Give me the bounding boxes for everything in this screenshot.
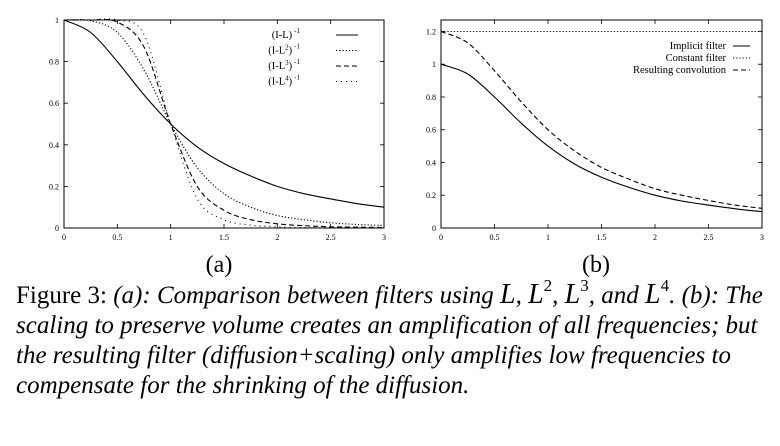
caption-math-L3: L	[564, 279, 581, 310]
x-tick-label: 0.5	[112, 233, 122, 242]
y-tick-label: 0.8	[49, 58, 59, 67]
caption-sup-3: 3	[580, 275, 589, 295]
y-tick-label: 0.4	[426, 158, 436, 167]
caption-sup-4: 4	[660, 275, 670, 295]
y-tick-label: 0.6	[49, 99, 59, 108]
x-tick-label: 3	[760, 233, 764, 242]
x-tick-label: 0	[439, 233, 443, 242]
x-tick-label: 1	[169, 233, 173, 242]
y-tick-label: 0	[55, 224, 59, 233]
x-tick-label: 2.5	[326, 233, 336, 242]
caption-end-a: .	[669, 282, 676, 309]
figure-caption: Figure 3: (a): Comparison between filter…	[16, 277, 766, 401]
y-tick-label: 1	[55, 16, 59, 25]
plot-frame	[63, 19, 385, 229]
chart-panel-a: 0 0.5 1 1.5 2 2.5 3 0 0.2 0.4 0.6 0.8 1 (I-L) -1 (I-L2)…	[49, 16, 386, 278]
caption-math-L2: L	[528, 279, 544, 310]
panel-label-b: (b)	[582, 252, 610, 278]
chart-panel-b: 0 0.5 1 1.5 2 2.5 3 0 0.2 0.4 0.6 0.8 1 1.2 Implicit f…	[426, 19, 764, 278]
figure-plots: 0 0.5 1 1.5 2 2.5 3 0 0.2 0.4 0.6 0.8 1 (I-L) -1 (I-L2)…	[49, 16, 764, 278]
caption-a-text: Comparison between filters using	[156, 282, 494, 309]
caption-sep1: ,	[515, 282, 522, 309]
x-tick-label: 1.5	[219, 233, 229, 242]
caption-math-L: L	[500, 279, 516, 310]
caption-sup-2: 2	[543, 275, 553, 295]
caption-sep2: ,	[552, 282, 559, 309]
caption-and: , and	[588, 282, 639, 309]
x-tick-label: 2	[275, 233, 279, 242]
y-tick-label: 0.6	[426, 126, 436, 135]
series-line-1	[440, 63, 763, 213]
x-tick-label: 2.5	[704, 233, 714, 242]
y-tick-label: 0.8	[426, 93, 436, 102]
legend-label: (I-L3) -1	[268, 58, 300, 72]
caption-b-text: (b): The scaling to preserve volume crea…	[16, 282, 763, 399]
y-tick-label: 0.2	[49, 182, 59, 191]
legend-label: (I-L) -1	[272, 27, 301, 41]
caption-prefix: Figure 3:	[16, 282, 107, 309]
legend-label: (I-L2) -1	[268, 43, 300, 57]
x-tick-label: 1	[546, 233, 550, 242]
x-tick-label: 1.5	[597, 233, 607, 242]
panel-label-a: (a)	[206, 252, 233, 278]
y-tick-label: 1.2	[426, 27, 436, 36]
y-tick-label: 0	[432, 224, 436, 233]
legend-label: Constant filter	[666, 53, 727, 64]
x-tick-label: 0	[62, 233, 66, 242]
series-line-1	[63, 19, 385, 208]
y-tick-label: 1	[432, 60, 436, 69]
caption-math-L4: L	[645, 279, 661, 310]
legend-label: Resulting convolution	[633, 65, 727, 76]
caption-a-label: (a):	[113, 282, 151, 309]
x-tick-label: 0.5	[490, 233, 500, 242]
x-tick-label: 2	[653, 233, 657, 242]
y-tick-label: 0.4	[49, 141, 59, 150]
legend-label: Implicit filter	[670, 41, 727, 52]
series-line-3	[63, 18, 385, 228]
series-line-3	[440, 30, 763, 209]
y-tick-label: 0.2	[426, 191, 436, 200]
legend-label: (I-L4) -1	[268, 74, 300, 88]
x-tick-label: 3	[382, 233, 386, 242]
